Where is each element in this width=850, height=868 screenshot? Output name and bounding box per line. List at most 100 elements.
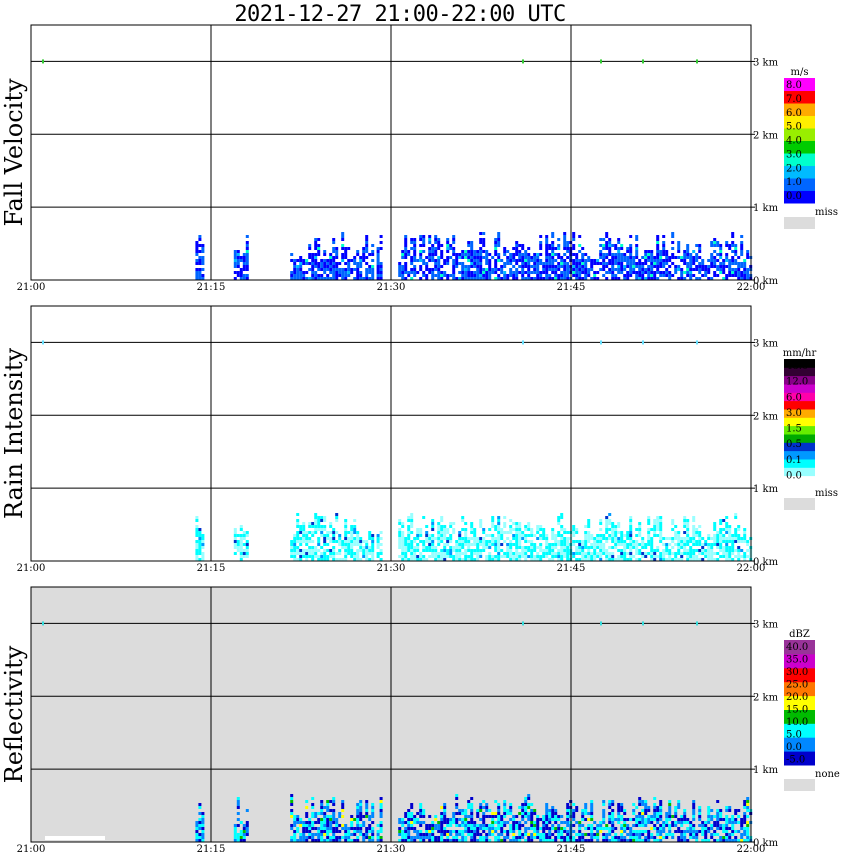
fall-velocity-echo-cell <box>314 277 318 280</box>
reflectivity-echo-cell <box>545 812 549 815</box>
rain-intensity-echo-cell <box>201 552 205 555</box>
fall-velocity-echo-cell <box>443 259 447 262</box>
fall-velocity-echo-cell <box>743 274 747 277</box>
rain-intensity-echo-cell <box>566 558 570 561</box>
fall-velocity-echo-cell <box>635 244 639 247</box>
fall-velocity-echo-cell <box>299 268 303 271</box>
fall-velocity-echo-cell <box>719 262 723 265</box>
fall-velocity-echo-cell <box>647 259 651 262</box>
rain-intensity-echo-cell <box>701 558 705 561</box>
rain-intensity-echo-cell <box>368 549 372 552</box>
rain-intensity-echo-cell <box>659 531 663 534</box>
reflectivity-echo-cell <box>683 812 687 815</box>
reflectivity-echo-cell <box>410 839 414 842</box>
fall-velocity-echo-cell <box>566 256 570 259</box>
fall-velocity-echo-cell <box>647 265 651 268</box>
reflectivity-echo-cell <box>590 809 594 812</box>
rain-intensity-echo-cell <box>599 528 603 531</box>
rain-intensity-echo-cell <box>410 540 414 543</box>
fall-velocity-echo-cell <box>716 241 720 244</box>
rain-intensity-echo-cell <box>611 522 615 525</box>
fall-velocity-echo-cell <box>245 268 249 271</box>
fall-velocity-colorbar-swatch <box>784 190 815 204</box>
rain-intensity-echo-cell <box>473 537 477 540</box>
fall-velocity-echo-cell <box>458 277 462 280</box>
fall-velocity-echo-cell <box>419 268 423 271</box>
fall-velocity-echo-cell <box>629 274 633 277</box>
reflectivity-echo-cell <box>725 833 729 836</box>
reflectivity-echo-cell <box>470 797 474 800</box>
reflectivity-echo-cell <box>653 815 657 818</box>
reflectivity-echo-cell <box>356 812 360 815</box>
reflectivity-echo-cell <box>632 809 636 812</box>
rain-intensity-echo-cell <box>521 552 525 555</box>
rain-intensity-echo-cell <box>329 540 333 543</box>
reflectivity-echo-cell <box>398 839 402 842</box>
rain-intensity-echo-cell <box>398 537 402 540</box>
rain-intensity-echo-cell <box>350 540 354 543</box>
reflectivity-echo-cell <box>323 824 327 827</box>
rain-intensity-echo-cell <box>566 552 570 555</box>
rain-intensity-echo-cell <box>671 519 675 522</box>
reflectivity-echo-cell <box>650 818 654 821</box>
reflectivity-echo-cell <box>437 827 441 830</box>
reflectivity-echo-cell <box>560 821 564 824</box>
fall-velocity-echo-cell <box>365 244 369 247</box>
rain-intensity-echo-cell <box>422 558 426 561</box>
reflectivity-echo-cell <box>470 818 474 821</box>
reflectivity-echo-cell <box>464 818 468 821</box>
rain-intensity-echo-cell <box>536 552 540 555</box>
rain-intensity-echo-cell <box>371 558 375 561</box>
reflectivity-echo-cell <box>509 830 513 833</box>
fall-velocity-echo-cell <box>557 238 561 241</box>
reflectivity-echo-cell <box>602 839 606 842</box>
reflectivity-echo-cell <box>638 833 642 836</box>
reflectivity-echo-cell <box>332 821 336 824</box>
fall-velocity-echo-cell <box>533 277 537 280</box>
fall-velocity-height-label: 1 km <box>753 203 779 214</box>
reflectivity-echo-cell <box>362 821 366 824</box>
fall-velocity-echo-cell <box>584 253 588 256</box>
reflectivity-echo-cell <box>311 803 315 806</box>
rain-intensity-echo-cell <box>302 525 306 528</box>
fall-velocity-echo-cell <box>572 235 576 238</box>
reflectivity-echo-cell <box>320 806 324 809</box>
fall-velocity-echo-cell <box>413 265 417 268</box>
reflectivity-echo-cell <box>446 824 450 827</box>
fall-velocity-echo-cell <box>368 271 372 274</box>
fall-velocity-echo-cell <box>629 247 633 250</box>
fall-velocity-echo-cell <box>578 250 582 253</box>
reflectivity-echo-cell <box>560 836 564 839</box>
reflectivity-echo-cell <box>512 836 516 839</box>
reflectivity-echo-cell <box>719 827 723 830</box>
reflectivity-echo-cell <box>689 830 693 833</box>
rain-intensity-echo-cell <box>296 531 300 534</box>
fall-velocity-echo-cell <box>683 250 687 253</box>
rain-intensity-echo-cell <box>662 549 666 552</box>
reflectivity-echo-cell <box>653 824 657 827</box>
rain-intensity-echo-cell <box>530 543 534 546</box>
reflectivity-echo-cell <box>704 824 708 827</box>
reflectivity-echo-cell <box>515 815 519 818</box>
fall-velocity-echo-cell <box>437 268 441 271</box>
rain-intensity-echo-cell <box>320 519 324 522</box>
fall-velocity-echo-cell <box>398 274 402 277</box>
fall-velocity-echo-cell <box>419 256 423 259</box>
reflectivity-echo-cell <box>539 839 543 842</box>
fall-velocity-echo-cell <box>743 259 747 262</box>
fall-velocity-echo-cell <box>731 241 735 244</box>
fall-velocity-echo-cell <box>515 241 519 244</box>
rain-intensity-echo-cell <box>419 534 423 537</box>
fall-velocity-echo-cell <box>731 250 735 253</box>
rain-intensity-echo-cell <box>239 552 243 555</box>
fall-velocity-echo-cell <box>317 262 321 265</box>
reflectivity-echo-cell <box>506 821 510 824</box>
rain-intensity-echo-cell <box>731 537 735 540</box>
reflectivity-echo-cell <box>521 812 525 815</box>
reflectivity-echo-cell <box>320 803 324 806</box>
fall-velocity-echo-cell <box>470 259 474 262</box>
rain-intensity-echo-cell <box>632 540 636 543</box>
reflectivity-echo-cell <box>455 821 459 824</box>
rain-intensity-echo-cell <box>608 519 612 522</box>
reflectivity-echo-cell <box>293 830 297 833</box>
